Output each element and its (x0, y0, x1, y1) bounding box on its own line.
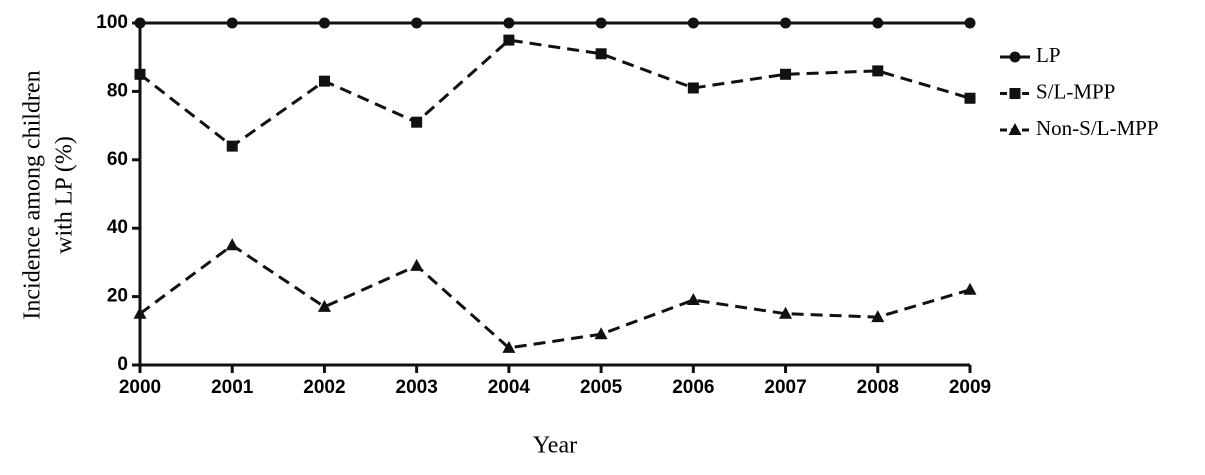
point (687, 82, 699, 94)
point (134, 17, 146, 29)
point (502, 340, 516, 353)
x-tick-label: 2006 (672, 377, 714, 398)
x-tick-label: 2000 (119, 377, 161, 398)
point (134, 68, 146, 80)
point (780, 68, 792, 80)
legend-marker (1009, 51, 1021, 63)
point (503, 34, 515, 46)
point (226, 140, 238, 152)
y-tick-label: 100 (96, 12, 128, 33)
point (503, 17, 515, 29)
y-axis-label-line: with LP (%) (52, 136, 78, 254)
x-tick-label: 2003 (396, 377, 438, 398)
x-tick-label: 2004 (488, 377, 531, 398)
point (686, 293, 700, 306)
y-axis-label-line: Incidence among children (20, 70, 46, 319)
x-tick-label: 2007 (764, 377, 806, 398)
point (318, 17, 330, 29)
point (225, 238, 239, 251)
point (779, 306, 793, 319)
point (411, 17, 423, 29)
y-tick-label: 20 (107, 286, 128, 307)
point (780, 17, 792, 29)
y-tick-label: 40 (107, 217, 128, 238)
point (963, 282, 977, 295)
x-tick-label: 2002 (303, 377, 345, 398)
legend-label: Non-S/L-MPP (1036, 116, 1159, 140)
point (317, 299, 331, 312)
point (318, 75, 330, 87)
point (226, 17, 238, 29)
point (687, 17, 699, 29)
x-tick-label: 2005 (580, 377, 623, 398)
point (964, 17, 976, 29)
point (411, 116, 423, 128)
y-tick-label: 60 (107, 149, 128, 170)
point (595, 48, 607, 60)
point (595, 17, 607, 29)
x-axis-label: Year (533, 433, 577, 459)
x-tick-label: 2008 (857, 377, 899, 398)
x-tick-label: 2009 (949, 377, 991, 398)
point (410, 258, 424, 271)
legend-label: LP (1036, 43, 1061, 67)
point (964, 92, 976, 104)
y-axis-label: Incidence among children with LP (%) (20, 70, 78, 319)
series-line (139, 38, 971, 148)
point (872, 65, 884, 77)
point (594, 327, 608, 340)
y-tick-label: 0 (117, 354, 128, 375)
point (872, 17, 884, 29)
point (133, 306, 147, 319)
y-tick-label: 80 (107, 80, 128, 101)
legend-marker (1008, 123, 1022, 135)
series-line (139, 243, 971, 350)
point (871, 310, 885, 323)
legend-label: S/L-MPP (1036, 79, 1115, 103)
legend-marker (1009, 88, 1021, 99)
x-tick-label: 2001 (211, 377, 254, 398)
